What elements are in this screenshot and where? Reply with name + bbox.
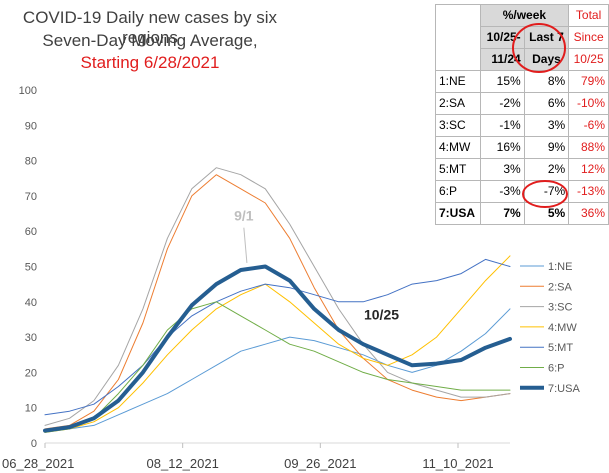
legend-label: 2:SA xyxy=(548,281,573,293)
y-tick-label: 100 xyxy=(19,85,37,97)
table-cell-week: 3% xyxy=(523,114,570,137)
table-cell-total: -6% xyxy=(568,114,609,137)
x-tick-label: 11_10_2021 xyxy=(422,456,493,471)
table-row: 6:P -3% -7% -13% xyxy=(435,180,609,203)
series-line-4-mw xyxy=(44,255,511,433)
y-tick-label: 80 xyxy=(25,156,37,168)
y-tick-label: 0 xyxy=(31,438,37,450)
chart-title-line2: Seven-Day Moving Average, xyxy=(0,31,300,51)
y-tick-label: 10 xyxy=(25,403,37,415)
y-tick-label: 30 xyxy=(25,332,37,344)
table-cell-month: 16% xyxy=(479,136,525,159)
series-line-6-p xyxy=(44,301,511,433)
table-cell-week: 9% xyxy=(523,136,570,159)
legend-label: 3:SC xyxy=(548,302,573,314)
circle-last7-header xyxy=(512,23,566,73)
annotation-pointer xyxy=(243,227,248,264)
table-row: 7:USA 7% 5% 36% xyxy=(435,202,609,225)
circle-usa-week xyxy=(522,180,568,208)
x-tick-label: 08_12_2021 xyxy=(147,456,219,471)
legend-label: 1:NE xyxy=(548,261,572,273)
chart-title-line3: Starting 6/28/2021 xyxy=(80,53,220,72)
table-row: 1:NE 15% 8% 79% xyxy=(435,70,609,93)
table-row: 4:MW 16% 9% 88% xyxy=(435,136,609,159)
annotation-label: 9/1 xyxy=(234,208,254,224)
x-tick-label: 09_26_2021 xyxy=(284,456,356,471)
y-tick-label: 70 xyxy=(25,191,37,203)
table-cell-region: 1:NE xyxy=(435,70,481,93)
y-tick-label: 20 xyxy=(25,367,37,379)
table-cell-week: 2% xyxy=(523,158,570,181)
table-cell-month: 15% xyxy=(479,70,525,93)
table-header-row: %/week Total xyxy=(435,4,609,71)
table-subheader-row-1: 10/25- Last 7 Since xyxy=(436,26,609,49)
table-cell-total: -10% xyxy=(568,92,609,115)
stats-table: %/week Total 10/25- Last 7 Since 11/24 D… xyxy=(435,4,609,225)
table-row: 3:SC -1% 3% -6% xyxy=(435,114,609,137)
series-line-5-mt xyxy=(44,258,511,416)
table-cell-week: 6% xyxy=(523,92,570,115)
table-corner xyxy=(435,4,481,71)
table-cell-total: 79% xyxy=(568,70,609,93)
legend-label: 7:USA xyxy=(548,383,580,395)
table-cell-month: -2% xyxy=(479,92,525,115)
y-tick-label: 90 xyxy=(25,120,37,132)
y-tick-label: 60 xyxy=(25,226,37,238)
series-line-2-sa xyxy=(44,174,511,430)
table-row: 2:SA -2% 6% -10% xyxy=(435,92,609,115)
chart-title-line2-text: Seven-Day Moving Average, xyxy=(42,31,258,50)
annotation-label: 10/25 xyxy=(364,306,399,322)
legend-label: 4:MW xyxy=(548,322,577,334)
table-cell-week: 5% xyxy=(523,202,570,225)
legend-label: 5:MT xyxy=(548,342,573,354)
series-line-3-sc xyxy=(44,167,511,426)
table-cell-total: 36% xyxy=(568,202,609,225)
chart-title-line1: COVID-19 Daily new cases by six regions xyxy=(22,8,278,47)
table-sub-total-2: 10/25 xyxy=(568,48,609,71)
legend-label: 6:P xyxy=(548,363,565,375)
table-cell-month: 7% xyxy=(479,202,525,225)
series-line-1-ne xyxy=(44,308,511,432)
y-tick-label: 40 xyxy=(25,297,37,309)
x-tick-label: 06_28_2021 xyxy=(2,456,74,471)
series-line-7-usa xyxy=(43,264,512,433)
y-tick-label: 50 xyxy=(25,262,37,274)
table-cell-region: 7:USA xyxy=(435,202,481,225)
table-sub-total-1: Since xyxy=(568,26,609,49)
